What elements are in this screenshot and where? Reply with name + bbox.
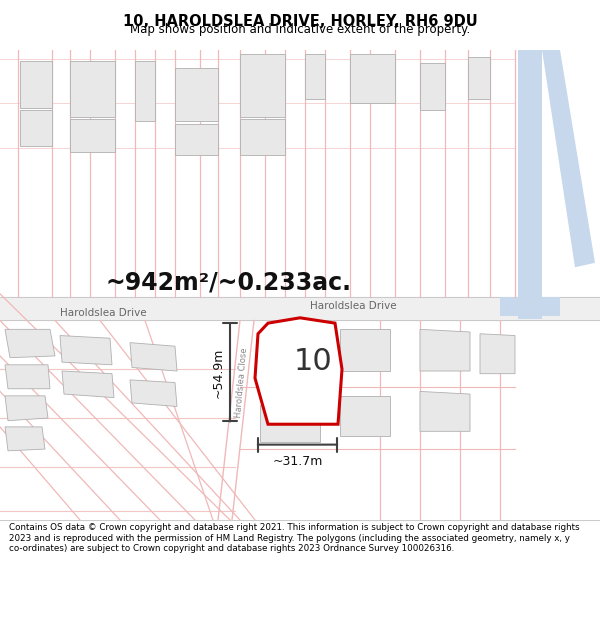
Polygon shape: [305, 54, 325, 99]
Polygon shape: [518, 50, 542, 298]
Polygon shape: [240, 119, 285, 154]
Text: ~31.7m: ~31.7m: [272, 455, 323, 468]
Text: Haroldslea Drive: Haroldslea Drive: [60, 308, 146, 318]
Polygon shape: [468, 57, 490, 99]
Text: Map shows position and indicative extent of the property.: Map shows position and indicative extent…: [130, 23, 470, 36]
Polygon shape: [130, 342, 177, 371]
Polygon shape: [5, 329, 55, 357]
Polygon shape: [420, 391, 470, 431]
Text: 10, HAROLDSLEA DRIVE, HORLEY, RH6 9DU: 10, HAROLDSLEA DRIVE, HORLEY, RH6 9DU: [122, 14, 478, 29]
Polygon shape: [175, 124, 218, 154]
Polygon shape: [62, 371, 114, 398]
Text: Haroldslea Close: Haroldslea Close: [235, 347, 250, 418]
Polygon shape: [20, 110, 52, 146]
Text: Contains OS data © Crown copyright and database right 2021. This information is : Contains OS data © Crown copyright and d…: [9, 523, 580, 553]
Polygon shape: [350, 54, 395, 103]
Polygon shape: [340, 329, 390, 371]
Polygon shape: [480, 334, 515, 374]
Polygon shape: [500, 298, 560, 319]
Text: ~54.9m: ~54.9m: [212, 347, 225, 398]
Polygon shape: [240, 54, 285, 116]
Polygon shape: [260, 329, 320, 369]
Polygon shape: [135, 61, 155, 121]
Polygon shape: [255, 318, 342, 424]
Polygon shape: [420, 63, 445, 110]
Polygon shape: [70, 119, 115, 152]
Polygon shape: [130, 380, 177, 406]
Text: ~942m²/~0.233ac.: ~942m²/~0.233ac.: [105, 271, 351, 294]
Polygon shape: [5, 427, 45, 451]
Polygon shape: [260, 405, 320, 442]
Polygon shape: [420, 329, 470, 371]
Polygon shape: [5, 396, 48, 421]
Polygon shape: [60, 336, 112, 365]
Polygon shape: [20, 61, 52, 108]
Polygon shape: [70, 61, 115, 116]
Polygon shape: [340, 396, 390, 436]
Polygon shape: [542, 50, 595, 268]
Polygon shape: [5, 365, 50, 389]
Text: 10: 10: [294, 348, 333, 376]
Text: Haroldslea Drive: Haroldslea Drive: [310, 301, 397, 311]
Bar: [0, 298, 600, 321]
Polygon shape: [175, 68, 218, 121]
